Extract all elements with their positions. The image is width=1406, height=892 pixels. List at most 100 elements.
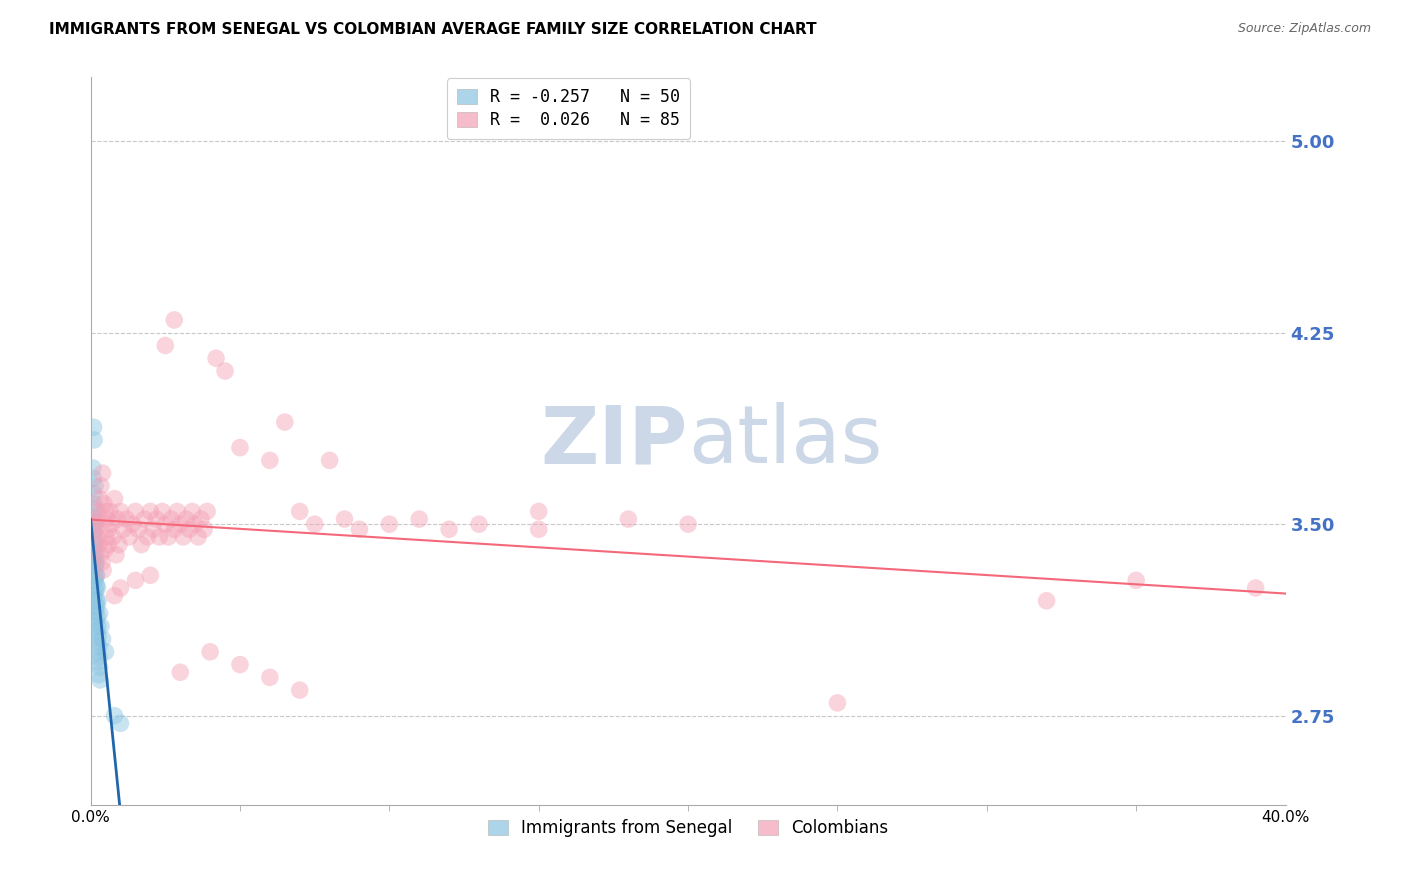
Point [83,486,105,500]
Point [136,530,159,544]
Point [288,504,311,518]
Point [103,708,125,723]
Point [155,338,177,352]
Point [84,548,107,562]
Point [437,522,460,536]
Point [101,530,124,544]
Point [172,530,194,544]
Point [84,517,107,532]
Point [195,504,218,518]
Point [91,556,114,570]
Point [163,522,186,536]
Point [84,568,107,582]
Point [90,479,112,493]
Point [84,522,107,536]
Point [89,548,111,562]
Point [160,512,183,526]
Point [84,574,107,588]
Point [83,420,105,434]
Point [94,542,117,557]
Point [110,716,132,731]
Point [98,504,121,518]
Point [166,504,188,518]
Point [139,568,162,582]
Point [94,645,117,659]
Point [110,581,132,595]
Point [142,522,165,536]
Point [97,538,120,552]
Point [83,524,105,539]
Point [96,512,118,526]
Point [527,504,550,518]
Point [105,548,128,562]
Point [527,522,550,536]
Point [827,696,849,710]
Point [84,594,107,608]
Point [94,530,117,544]
Point [86,581,108,595]
Point [86,634,108,648]
Point [83,553,105,567]
Point [304,517,326,532]
Point [91,466,114,480]
Point [378,517,401,532]
Point [83,501,105,516]
Point [86,599,108,613]
Point [169,665,191,680]
Point [93,497,115,511]
Point [131,538,153,552]
Point [134,512,156,526]
Point [108,538,131,552]
Point [157,530,180,544]
Point [83,533,105,547]
Point [145,512,167,526]
Point [83,563,105,577]
Point [100,517,122,532]
Point [87,538,110,552]
Point [288,683,311,698]
Point [124,574,146,588]
Point [274,415,297,429]
Point [318,453,340,467]
Point [205,351,228,366]
Point [121,517,143,532]
Point [190,512,212,526]
Point [86,624,108,639]
Point [89,491,111,506]
Point [110,504,132,518]
Point [259,670,281,684]
Point [676,517,699,532]
Point [91,632,114,646]
Point [169,517,191,532]
Point [86,578,108,592]
Point [87,504,110,518]
Point [87,594,110,608]
Point [148,530,170,544]
Point [87,668,110,682]
Point [229,657,252,672]
Point [1125,574,1147,588]
Text: IMMIGRANTS FROM SENEGAL VS COLOMBIAN AVERAGE FAMILY SIZE CORRELATION CHART: IMMIGRANTS FROM SENEGAL VS COLOMBIAN AVE… [49,22,817,37]
Text: ZIP: ZIP [541,402,688,480]
Point [89,660,111,674]
Point [259,453,281,467]
Point [193,522,215,536]
Point [1244,581,1267,595]
Point [118,530,141,544]
Point [333,512,356,526]
Legend: Immigrants from Senegal, Colombians: Immigrants from Senegal, Colombians [481,813,894,844]
Point [82,509,104,524]
Point [82,461,104,475]
Point [83,589,105,603]
Point [124,504,146,518]
Point [229,441,252,455]
Point [84,556,107,570]
Point [617,512,640,526]
Point [94,504,117,518]
Point [181,504,204,518]
Point [86,645,108,659]
Point [83,520,105,534]
Point [86,609,108,624]
Point [87,630,110,644]
Point [91,563,114,577]
